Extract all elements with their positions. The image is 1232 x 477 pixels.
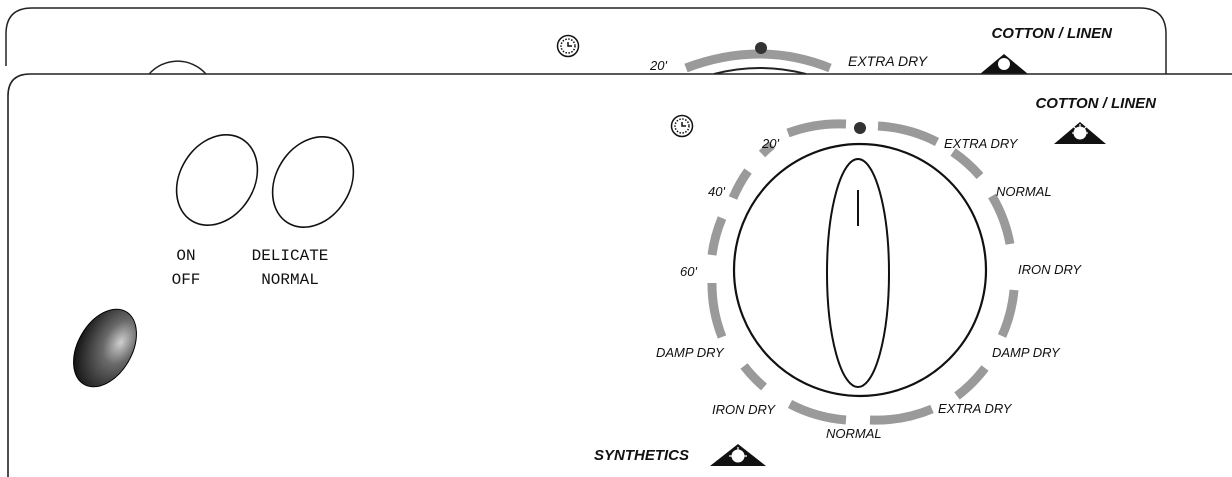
back-dial-rim [713,67,807,75]
back-sun-icon [980,54,1028,74]
delicate-label: DELICATE [252,247,329,265]
cotton-linen-title: COTTON / LINEN [1035,95,1157,112]
cotton-extra-dry-label: EXTRA DRY [944,136,1019,151]
dial-arc-ring [707,119,1019,425]
back-dial-arc [684,49,832,73]
timer-label-20: 20' [761,136,779,151]
back-dial-dot [755,42,767,54]
timer-icon [670,114,694,138]
synthetics-sun-icon [710,444,766,466]
timer-label-40: 40' [708,184,725,199]
dial-grip[interactable] [826,158,890,388]
timer-icon [556,34,580,58]
cotton-normal-label: NORMAL [996,184,1052,199]
timer-label-60: 60' [680,264,697,279]
back-extra-dry-label: EXTRA DRY [848,53,929,69]
normal-mode-label: NORMAL [261,271,319,289]
back-knob-outline [145,60,207,79]
off-label: OFF [172,271,201,289]
synthetic-extra-dry-label: EXTRA DRY [938,401,1013,416]
synthetics-title: SYNTHETICS [594,447,689,464]
indicator-light-icon [73,308,137,388]
cotton-iron-dry-label: IRON DRY [1018,262,1082,277]
synthetic-iron-dry-label: IRON DRY [712,402,776,417]
on-label: ON [176,247,195,265]
power-button[interactable] [160,120,274,241]
dial-pointer-dot [854,122,866,134]
delicate-normal-button[interactable] [256,122,370,243]
synthetic-damp-dry-label: DAMP DRY [656,345,725,360]
back-min-20-label: 20' [649,58,667,73]
cotton-damp-dry-label: DAMP DRY [992,345,1061,360]
sun-icon [1054,122,1106,144]
synthetic-normal-label: NORMAL [826,426,882,441]
back-cotton-linen-title: COTTON / LINEN [991,25,1113,42]
back-panel: 20' EXTRA DRY COTTON / LINEN [5,7,1167,79]
